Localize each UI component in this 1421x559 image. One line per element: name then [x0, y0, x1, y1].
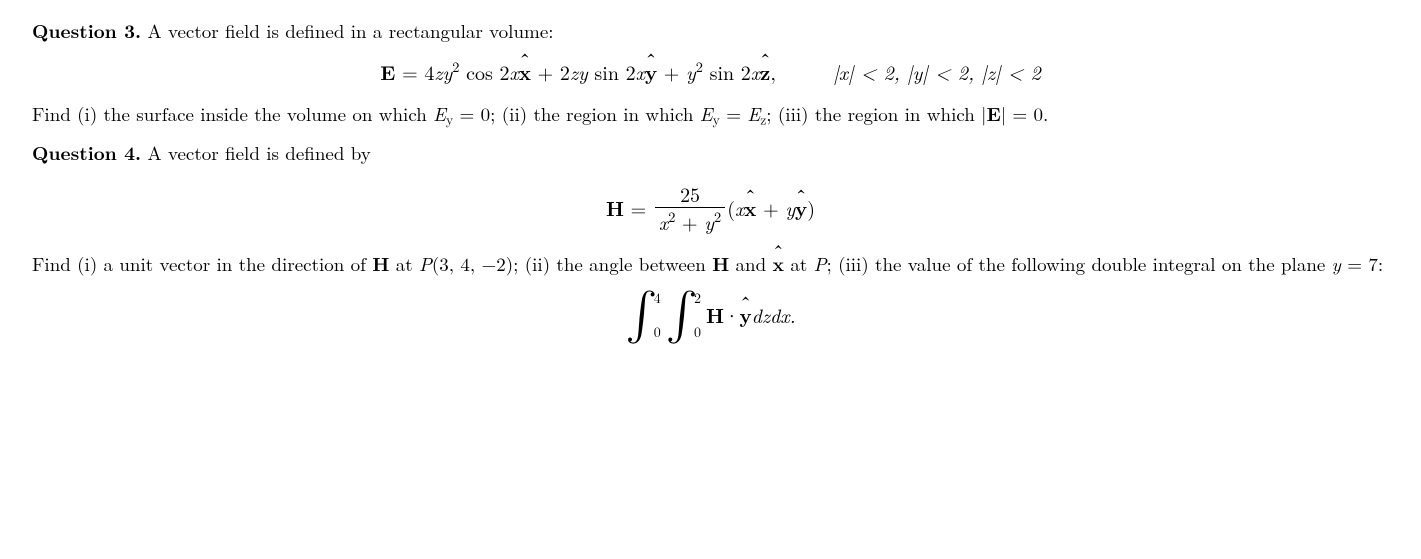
q4-ry: y [785, 193, 795, 222]
q4-eq: = [624, 193, 653, 222]
q3-t2x: x [636, 57, 645, 86]
q4-ih: 2 [694, 291, 701, 305]
q4-py: y [1332, 250, 1341, 277]
q3-yhat: y [645, 57, 657, 86]
q4-rp: ) [807, 193, 815, 222]
q4-dp2: 2 [714, 207, 721, 227]
q3-tb: = 0; (ii) the region in which [453, 100, 700, 127]
q4-plus: + [756, 193, 785, 222]
q4-Hint: H [706, 301, 724, 328]
q4-H: H [606, 193, 624, 222]
q4-yhat2: y [740, 300, 752, 329]
q3-task: Find (i) the surface inside the volume o… [32, 101, 1389, 127]
inner-limits: 2 0 [694, 291, 701, 339]
xhat-icon: x [519, 58, 531, 85]
q3-t2c: 2 [560, 57, 570, 86]
q4-intro-text: A vector field is defined by [141, 139, 371, 166]
q3-label: Question 3. [32, 16, 141, 44]
q3-E: E [380, 57, 395, 86]
q3-p1: + [531, 57, 560, 86]
q3-tc: ; (iii) the region in which | [766, 100, 986, 127]
q3-comma: , [770, 57, 776, 86]
q4-tc: ; (ii) the angle between [513, 250, 712, 277]
q4-tb: at [389, 250, 419, 277]
q3-eqsign: = [395, 57, 424, 86]
yhat-icon: y [795, 194, 807, 221]
integral-icon: ∫ [666, 291, 698, 339]
q4-task: Find (i) a unit vector in the direction … [32, 251, 1389, 277]
q4-il: 0 [694, 325, 701, 339]
q4-pv: = 7: [1341, 250, 1383, 277]
q3-t3p: 2 [696, 57, 703, 77]
q3-Ez: E [747, 100, 760, 127]
q4-diff: dzdx. [752, 301, 796, 328]
q3-xhat: x [519, 57, 531, 86]
q4-P2: P [814, 250, 827, 277]
q3-t1y: y [443, 57, 453, 86]
q3-t3x: x [751, 57, 760, 86]
q4-xhat2: x [773, 249, 785, 277]
q4-Pc: (3, 4, −2) [432, 250, 513, 277]
q4-te: at [784, 250, 814, 277]
q4-td: and [729, 250, 772, 277]
q4-H2: H [372, 249, 389, 277]
q4-xhat: x [744, 193, 756, 222]
q4-tf: ; (iii) the value of the following doubl… [826, 250, 1331, 277]
q4-equation: H = 25 x2 + y2 (xx + yy) [32, 180, 1389, 235]
q3-constraint-y: |y| < 2, [907, 57, 981, 86]
zhat-icon: z [760, 58, 770, 85]
q3-constraint-z: |z| < 2 [981, 57, 1040, 86]
q3-Eabs: E [986, 99, 1000, 127]
q4-ol: 0 [654, 325, 661, 339]
q4-fraction: 25 x2 + y2 [655, 180, 725, 235]
q4-intro: Question 4. A vector field is defined by [32, 140, 1389, 166]
q3-t3y: y [686, 57, 696, 86]
q4-ta: Find (i) a unit vector in the direction … [32, 250, 372, 277]
q4-P: P [419, 250, 432, 277]
q4-label: Question 4. [32, 138, 141, 166]
q3-td: | = 0. [1001, 100, 1049, 127]
q4-dx: x [659, 207, 668, 236]
q3-zhat: z [760, 57, 770, 86]
q3-t1c: 4 [424, 57, 434, 86]
xhat-icon: x [773, 251, 785, 277]
q3-ta: Find (i) the surface inside the volume o… [32, 100, 433, 127]
q3-intro: Question 3. A vector field is defined in… [32, 18, 1389, 44]
q4-integral: ∫ 4 0 ∫ 2 0 H · y dzdx. [32, 291, 1389, 339]
q3-t1x: x [510, 57, 519, 86]
q3-equation: E = 4zy2 cos 2xx + 2zy sin 2xy + y2 sin … [32, 58, 1389, 85]
q3-t1cos: cos 2 [459, 57, 509, 86]
q3-constraint-x: |x| < 2, [833, 57, 907, 86]
yhat-icon: y [740, 301, 752, 328]
q4-num: 25 [655, 180, 725, 208]
q3-t2y: y [578, 57, 588, 86]
q3-t2s: sin 2 [588, 57, 636, 86]
q4-H3: H [712, 249, 729, 277]
q4-dplus: + [675, 207, 704, 236]
q4-dot: · [724, 301, 740, 328]
q4-yhat: y [795, 193, 807, 222]
q3-Eys2: y [713, 109, 720, 128]
q4-dy: y [704, 207, 714, 236]
q3-t3s: sin 2 [703, 57, 751, 86]
outer-limits: 4 0 [654, 291, 661, 339]
yhat-icon: y [645, 58, 657, 85]
q3-t2z: z [570, 57, 578, 86]
integral-icon: ∫ [625, 291, 657, 339]
xhat-icon: x [744, 194, 756, 221]
q4-oh: 4 [654, 291, 661, 305]
q3-p2: + [657, 57, 686, 86]
q4-rx: x [735, 193, 744, 222]
q3-Ey2: E [700, 100, 713, 127]
q4-lp: ( [727, 193, 735, 222]
q3-intro-text: A vector field is defined in a rectangul… [141, 17, 553, 44]
q3-Ey: E [433, 100, 446, 127]
q3-t1z: z [434, 57, 442, 86]
